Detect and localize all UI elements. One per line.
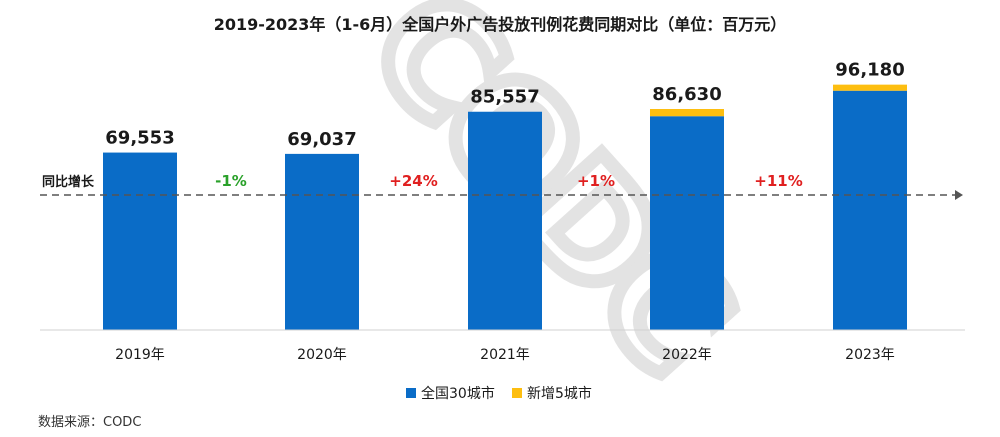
x-tick-label: 2020年: [297, 347, 347, 363]
x-tick-label: 2021年: [480, 347, 530, 363]
bar-added-2023年: [833, 84, 907, 91]
x-tick-label: 2019年: [115, 347, 165, 363]
legend-label: 全国30城市: [421, 385, 495, 402]
legend-swatch: [406, 388, 416, 398]
growth-rate-label: -1%: [215, 172, 247, 190]
value-label-2021年: 85,557: [470, 87, 539, 108]
value-label-2020年: 69,037: [287, 129, 356, 150]
legend-swatch: [512, 388, 522, 398]
value-label-2023年: 96,180: [835, 60, 904, 81]
bar-base-2021年: [468, 111, 542, 331]
legend: 全国30城市 新增5城市: [406, 385, 592, 402]
growth-rate-label: +11%: [754, 172, 802, 190]
growth-labels-group: -1% +24% +1% +11%: [215, 172, 803, 190]
legend-label: 新增5城市: [527, 385, 592, 402]
value-label-2022年: 86,630: [652, 84, 721, 105]
x-tick-label: 2022年: [662, 347, 712, 363]
bar-base-2023年: [833, 90, 907, 330]
bar-added-2022年: [650, 109, 724, 117]
value-label-2019年: 69,553: [105, 128, 174, 149]
growth-rate-label: +1%: [577, 172, 615, 190]
bar-base-2019年: [103, 152, 177, 330]
bars-group: [103, 84, 907, 331]
growth-label: 同比增长: [42, 174, 95, 190]
source-note: 数据来源：CODC: [38, 415, 141, 430]
x-tick-label: 2023年: [845, 347, 895, 363]
value-labels-group: 69,553 69,037 85,557 86,630 96,180: [105, 60, 904, 150]
bar-base-2022年: [650, 116, 724, 330]
growth-rate-label: +24%: [389, 172, 437, 190]
bar-base-2020年: [285, 153, 359, 330]
chart-title: 2019-2023年（1-6月）全国户外广告投放刊例花费同期对比（单位：百万元）: [214, 15, 787, 34]
x-tick-labels-group: 2019年 2020年 2021年 2022年 2023年: [115, 347, 895, 363]
growth-baseline-arrowhead: [955, 190, 963, 200]
